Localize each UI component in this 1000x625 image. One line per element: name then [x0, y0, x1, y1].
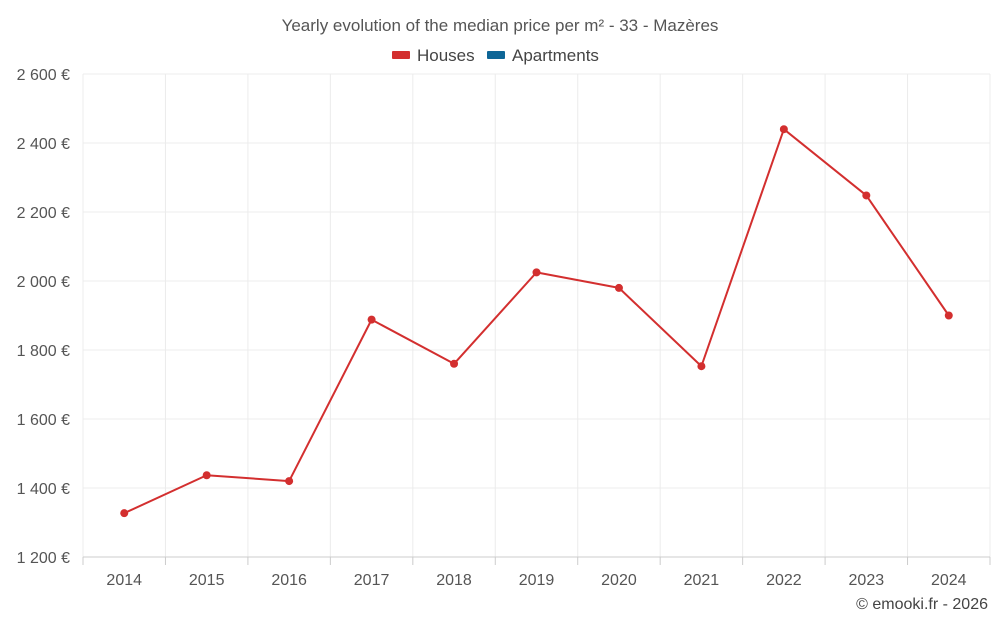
- legend-swatch-houses: [392, 51, 410, 59]
- data-point-houses[interactable]: [285, 477, 294, 486]
- data-point-houses[interactable]: [202, 471, 211, 480]
- legend: Houses Apartments: [392, 46, 599, 65]
- axes: [82, 556, 991, 565]
- y-tick-label: 2 600 €: [17, 67, 70, 84]
- grid: [82, 73, 991, 557]
- y-tick-label: 2 200 €: [17, 205, 70, 222]
- x-tick-label: 2021: [684, 572, 720, 589]
- y-tick-label: 1 200 €: [17, 550, 70, 567]
- legend-label-apartments[interactable]: Apartments: [512, 46, 599, 65]
- y-tick-label: 1 600 €: [17, 412, 70, 429]
- x-tick-label: 2022: [766, 572, 802, 589]
- y-tick-label: 1 800 €: [17, 343, 70, 360]
- legend-label-houses[interactable]: Houses: [417, 46, 475, 65]
- data-point-houses[interactable]: [779, 125, 788, 134]
- y-tick-label: 2 000 €: [17, 274, 70, 291]
- data-point-houses[interactable]: [944, 311, 953, 320]
- data-point-houses[interactable]: [120, 509, 129, 518]
- x-tick-label: 2017: [354, 572, 390, 589]
- data-point-houses[interactable]: [614, 283, 623, 292]
- y-tick-label: 2 400 €: [17, 136, 70, 153]
- x-tick-label: 2015: [189, 572, 225, 589]
- x-axis-ticks: 2014 2015 2016 2017 2018 2019 2020 2021 2022 2023…: [106, 572, 966, 589]
- x-tick-label: 2016: [271, 572, 307, 589]
- chart-title: Yearly evolution of the median price per…: [282, 16, 719, 35]
- x-tick-label: 2020: [601, 572, 637, 589]
- x-tick-label: 2018: [436, 572, 472, 589]
- legend-swatch-apartments: [487, 51, 505, 59]
- data-point-houses[interactable]: [697, 362, 706, 371]
- x-tick-label: 2024: [931, 572, 967, 589]
- x-tick-label: 2014: [106, 572, 142, 589]
- series: [120, 125, 953, 518]
- data-point-houses[interactable]: [532, 268, 541, 277]
- y-axis-ticks: 1 200 € 1 400 € 1 600 € 1 800 € 2 000 € 2 200…: [17, 67, 70, 567]
- data-point-houses[interactable]: [367, 315, 376, 324]
- data-point-houses[interactable]: [450, 359, 459, 368]
- x-tick-label: 2023: [849, 572, 885, 589]
- y-tick-label: 1 400 €: [17, 481, 70, 498]
- data-point-houses[interactable]: [862, 191, 871, 200]
- credit-text: © emooki.fr - 2026: [856, 596, 988, 613]
- x-tick-label: 2019: [519, 572, 555, 589]
